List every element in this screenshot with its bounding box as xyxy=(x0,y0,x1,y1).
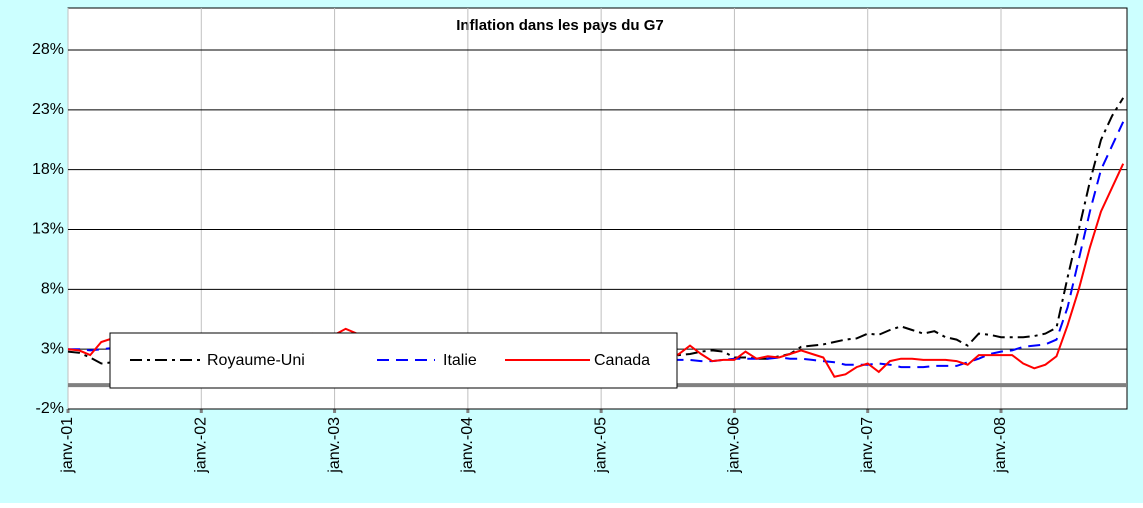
x-tick-label: janv.-01 xyxy=(59,417,76,474)
y-tick-label: 8% xyxy=(41,281,64,298)
y-tick-label: -2% xyxy=(36,400,64,417)
x-tick-label: janv.-03 xyxy=(326,417,343,474)
x-tick-label: janv.-07 xyxy=(859,417,876,474)
y-tick-label: 23% xyxy=(32,101,64,118)
x-tick-label: janv.-04 xyxy=(459,417,476,474)
y-tick-label: 18% xyxy=(32,161,64,178)
legend-label: Italie xyxy=(443,352,477,369)
x-tick-label: janv.-05 xyxy=(592,417,609,474)
y-tick-label: 28% xyxy=(32,41,64,58)
x-tick-label: janv.-08 xyxy=(992,417,1009,474)
legend-label: Canada xyxy=(594,352,650,369)
legend-label: Royaume-Uni xyxy=(207,352,305,369)
x-tick-label: janv.-06 xyxy=(726,417,743,474)
legend-box xyxy=(109,332,678,389)
y-tick-label: 13% xyxy=(32,221,64,238)
chart-title: Inflation dans les pays du G7 xyxy=(456,17,664,34)
y-tick-label: 3% xyxy=(41,340,64,357)
x-tick-label: janv.-02 xyxy=(193,417,210,474)
